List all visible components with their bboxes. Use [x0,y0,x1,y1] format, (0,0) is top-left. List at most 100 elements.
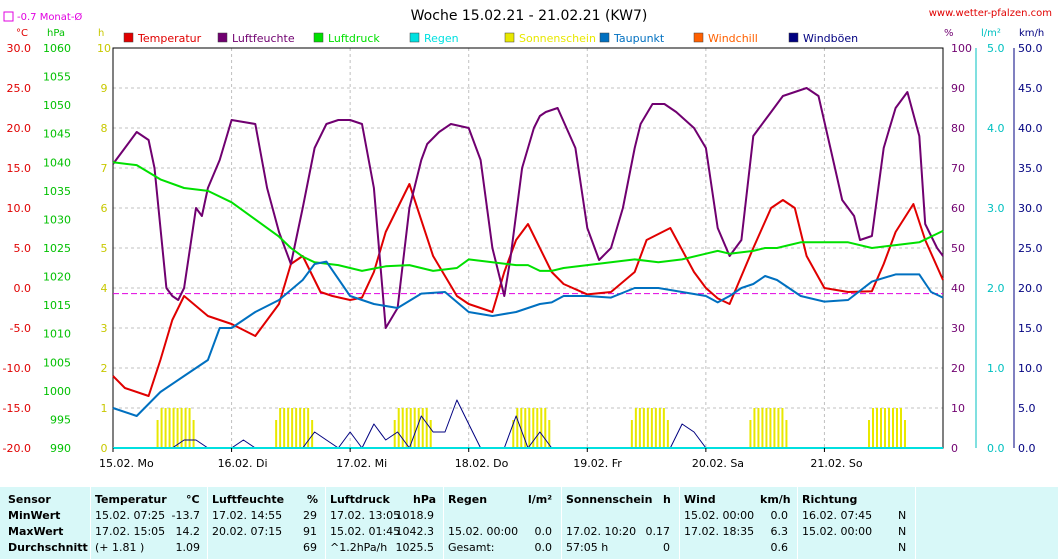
rain-tick-label: 2.0 [987,282,1005,295]
temp-time: 17.02. 15:05 [95,525,166,538]
sunshine-bar [540,408,543,448]
sunshine-bar [642,408,645,448]
series-line-Taupunkt [112,260,944,417]
sunshine-bar [421,408,424,448]
humidity-tick-label: 80 [951,122,965,135]
wind-tick-label: 20.0 [1018,282,1043,295]
sunshine-bar [658,408,661,448]
row-label: MinWert [8,509,61,522]
sunshine-bar [761,408,764,448]
humidity-tick-label: 10 [951,402,965,415]
sunshine-bar [888,408,890,448]
hdr-rain: Regen [448,493,488,506]
temp-value: 14.2 [175,525,201,538]
hdr-rain-unit: l/m² [528,493,553,506]
sunshine-tick-label: 8 [101,122,108,135]
month-avg-label: -0.7 Monat-Ø [17,11,82,23]
humidity-tick-label: 70 [951,162,965,175]
sunshine-bar [650,408,653,448]
hdr-hum: Luftfeuchte [212,493,285,506]
hdr-sensor: Sensor [8,493,51,506]
series-line-Luftfeuchte [112,87,944,329]
dir-time: 16.02. 07:45 [802,509,873,522]
legend-swatch [693,32,704,43]
wind-tick-label: 35.0 [1018,162,1043,175]
pressure-tick-label: 1030 [43,213,71,226]
sunshine-tick-label: 9 [101,82,108,95]
sunshine-bar [773,408,776,448]
sunshine-bar [900,408,902,448]
humidity-tick-label: 60 [951,202,965,215]
legend-swatch [313,32,324,43]
legend-swatch [409,32,420,43]
sunshine-tick-label: 6 [101,202,108,215]
temp-value: -13.7 [171,509,200,522]
humidity-tick-label: 90 [951,82,965,95]
legend-label: Luftfeuchte [232,32,295,45]
sunshine-bar [781,408,784,448]
sunshine-tick-label: 10 [97,42,111,55]
wind-tick-label: 5.0 [1018,402,1036,415]
sunshine-tick-label: 3 [101,322,108,335]
x-tick-label: 18.02. Do [455,457,509,470]
sunshine-tick-label: 5 [101,242,108,255]
sunshine-bar [429,420,432,448]
sunshine-bar [896,408,898,448]
sunshine-bar [892,408,894,448]
sunshine-bar [753,408,756,448]
temperature-tick-label: 15.0 [7,162,32,175]
sunshine-bar [409,408,412,448]
sun-time: 57:05 h [566,541,609,554]
sunshine-bar [156,420,159,448]
sunshine-bar [283,408,286,448]
wind-tick-label: 25.0 [1018,242,1043,255]
press-value: 1018.9 [395,509,435,522]
legend-label: Regen [424,32,459,45]
sunshine-bar [512,420,515,448]
sunshine-bar [176,408,179,448]
hdr-wind-unit: km/h [760,493,791,506]
sunshine-bar [769,408,772,448]
sunshine-bar [536,408,539,448]
pressure-tick-label: 1000 [43,385,71,398]
sunshine-bar [168,408,171,448]
sunshine-bar [516,408,519,448]
stats-header-row: Sensor Temperatur °C Luftfeuchte % Luftd… [0,493,1058,508]
sunshine-bar [188,408,191,448]
sunshine-tick-label: 7 [101,162,108,175]
stats-row-min: MinWert 15.02. 07:25 -13.7 17.02. 14:55 … [0,509,1058,524]
wind-tick-label: 50.0 [1018,42,1043,55]
humidity-tick-label: 50 [951,242,965,255]
wind-tick-label: 40.0 [1018,122,1043,135]
x-axis-labels: 15.02. Mo 16.02. Di 17.02. Mi 18.02. Do 19.0… [99,448,863,470]
pressure-tick-label: 1050 [43,99,71,112]
legend-label: Windböen [803,32,858,45]
weather-chart: Woche 15.02.21 - 21.02.21 (KW7) www.wett… [2,8,1052,470]
row-label: MaxWert [8,525,64,538]
legend-label: Sonnenschein [519,32,596,45]
x-tick-label: 15.02. Mo [99,457,154,470]
sunshine-bar [295,408,298,448]
sunshine-bar [544,408,547,448]
sunshine-bar [291,408,294,448]
legend-label: Luftdruck [328,32,380,45]
sunshine-unit: h [98,28,104,39]
sunshine-bar [160,408,163,448]
pressure-tick-label: 1015 [43,299,71,312]
sunshine-bar [666,420,669,448]
sunshine-bar [654,408,657,448]
pressure-tick-label: 1055 [43,71,71,84]
sunshine-bar [425,408,428,448]
site-label[interactable]: www.wetter-pfalzen.com [929,8,1052,19]
humidity-tick-label: 0 [951,442,958,455]
sunshine-bar [275,420,278,448]
wind-time: 15.02. 00:00 [684,509,755,522]
sunshine-bar [880,408,882,448]
hdr-press-unit: hPa [413,493,437,506]
sunshine-bar [876,408,878,448]
rain-tick-label: 1.0 [987,362,1005,375]
humidity-tick-label: 20 [951,362,965,375]
temp-value: 1.09 [175,541,201,554]
sunshine-bar [646,408,649,448]
wind-unit: km/h [1019,28,1044,39]
